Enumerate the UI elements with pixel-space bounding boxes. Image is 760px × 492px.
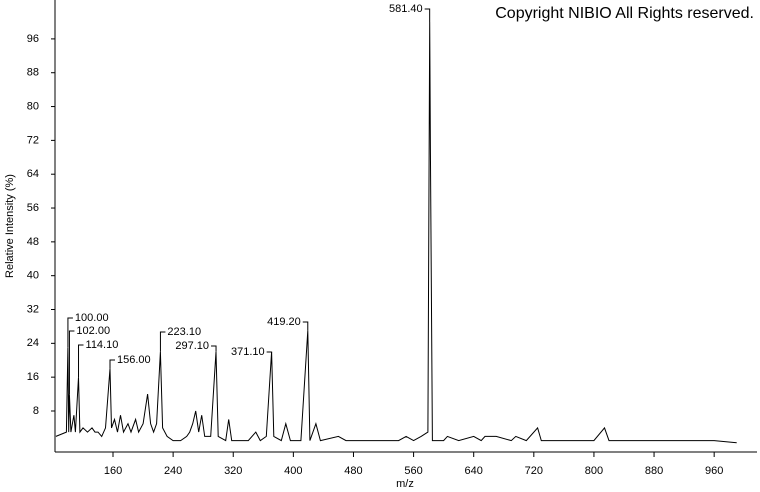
annotation-bracket (159, 331, 166, 352)
y-tick-label: 16 (27, 371, 39, 383)
x-tick-label: 400 (284, 465, 302, 477)
x-tick-label: 880 (645, 465, 663, 477)
y-tick-label: 88 (27, 67, 39, 79)
annotation-label: 223.10 (167, 326, 201, 338)
y-tick-label: 40 (27, 270, 39, 282)
annotation-bracket (68, 330, 75, 395)
annotation-bracket (109, 359, 116, 369)
annotation-label: 371.10 (231, 346, 265, 358)
annotation-label: 419.20 (267, 316, 301, 328)
y-tick-label: 72 (27, 134, 39, 146)
annotation-label: 114.10 (86, 339, 119, 351)
y-tick-label: 24 (27, 337, 39, 349)
spectrum-line (55, 21, 737, 444)
annotation-label: 102.00 (76, 325, 110, 337)
x-tick-label: 800 (585, 465, 603, 477)
x-tick-label: 320 (224, 465, 242, 477)
y-tick-label: 80 (27, 100, 39, 112)
annotation-bracket (302, 321, 309, 331)
y-tick-label: 8 (33, 405, 39, 417)
x-tick-label: 480 (344, 465, 362, 477)
x-axis-label: m/z (396, 478, 414, 490)
annotation-bracket (424, 8, 431, 22)
y-tick-label: 56 (27, 202, 39, 214)
x-tick-label: 640 (465, 465, 483, 477)
x-tick-label: 560 (404, 465, 422, 477)
x-tick-label: 240 (164, 465, 182, 477)
x-tick-label: 160 (104, 465, 122, 477)
annotation-label: 156.00 (117, 354, 151, 366)
y-tick-label: 96 (27, 33, 39, 45)
annotation-label: 581.40 (389, 3, 423, 15)
y-tick-label: 48 (27, 236, 39, 248)
y-tick-label: 64 (27, 168, 39, 180)
x-tick-label: 720 (525, 465, 543, 477)
annotation-bracket (211, 345, 217, 352)
annotation-bracket (78, 344, 84, 378)
y-axis-label: Relative Intensity (%) (4, 174, 16, 278)
copyright: Copyright NIBIO All Rights reserved. (495, 5, 754, 22)
y-tick-label: 32 (27, 303, 39, 315)
annotation-label: 297.10 (175, 340, 209, 352)
annotation-bracket (67, 317, 73, 348)
x-tick-label: 960 (705, 465, 723, 477)
annotation-label: 100.00 (75, 312, 109, 324)
